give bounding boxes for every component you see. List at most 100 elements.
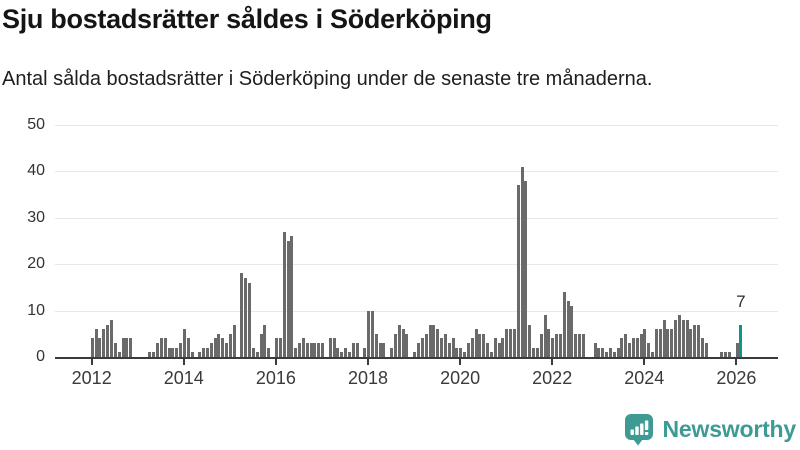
bar: [397, 324, 401, 357]
x-axis-tick: [274, 359, 277, 365]
bar: [205, 347, 209, 357]
bar: [298, 343, 302, 357]
bar: [413, 352, 417, 357]
bar: [447, 343, 451, 357]
bar: [704, 343, 708, 357]
bar: [700, 338, 704, 357]
bar: [186, 338, 190, 357]
bar: [374, 333, 378, 357]
bar: [198, 352, 202, 357]
x-axis-line: [55, 357, 778, 359]
bar: [674, 319, 678, 357]
bar: [251, 347, 255, 357]
bar: [98, 338, 102, 357]
bar: [232, 324, 236, 357]
bar: [278, 338, 282, 357]
bar: [378, 343, 382, 357]
bar: [202, 347, 206, 357]
highlight-value-label: 7: [736, 292, 746, 311]
bar: [601, 347, 605, 357]
bar: [535, 347, 539, 357]
bar: [347, 352, 351, 357]
bar: [436, 329, 440, 357]
bar: [497, 343, 501, 357]
bar: [340, 352, 344, 357]
bar: [443, 333, 447, 357]
bar: [275, 338, 278, 357]
bar: [631, 338, 635, 357]
bar: [125, 338, 129, 357]
bar: [693, 324, 697, 357]
y-axis-label: 20: [27, 255, 45, 273]
bar: [106, 324, 110, 357]
bar: [597, 347, 601, 357]
x-axis-tick: [643, 359, 646, 365]
x-axis-label: 2024: [624, 368, 665, 388]
bar: [332, 338, 336, 357]
bar: [570, 305, 574, 357]
highlight-bar: [739, 324, 743, 357]
bar: [505, 329, 509, 357]
bar: [639, 333, 643, 357]
bar: [455, 347, 459, 357]
x-axis-label: 2022: [532, 368, 573, 388]
bar: [593, 343, 597, 357]
bar: [167, 347, 171, 357]
bar: [263, 324, 267, 357]
bar: [290, 236, 294, 357]
bar: [175, 347, 179, 357]
bar: [217, 333, 221, 357]
bar: [474, 329, 478, 357]
bar: [685, 319, 689, 357]
bar: [102, 329, 106, 357]
bar: [148, 352, 152, 357]
bar: [401, 329, 405, 357]
x-axis-tick: [90, 359, 93, 365]
bar: [129, 338, 133, 357]
bar: [666, 329, 670, 357]
y-axis-label: 10: [27, 301, 45, 319]
y-axis-label: 40: [27, 162, 45, 180]
bar: [351, 343, 355, 357]
bar: [248, 282, 252, 357]
bar: [608, 347, 612, 357]
bar: [255, 352, 259, 357]
bar: [182, 329, 186, 357]
y-axis-label: 50: [27, 116, 45, 133]
bar: [367, 310, 371, 357]
bar: [221, 338, 225, 357]
bar: [720, 352, 724, 357]
gridline: [55, 310, 778, 312]
bar: [328, 338, 332, 357]
bar: [405, 333, 409, 357]
bar: [459, 347, 463, 357]
bar: [697, 324, 701, 357]
bar: [558, 333, 562, 357]
bar: [363, 347, 367, 357]
bar: [305, 343, 309, 357]
bar: [662, 319, 666, 357]
bar: [213, 338, 217, 357]
bar: [620, 338, 624, 357]
x-axis-label: 2020: [440, 368, 481, 388]
bar: [393, 333, 397, 357]
bar: [486, 343, 490, 357]
bar: [605, 352, 609, 357]
bar: [301, 338, 305, 357]
plot-area: 0 10 20 30 40 50 2012 2014 2016 2018 2020 2022 2024 2…: [27, 116, 778, 388]
bar: [336, 347, 340, 357]
bar: [616, 347, 620, 357]
bar: [90, 338, 94, 357]
bar: [259, 333, 263, 357]
bar: [528, 324, 532, 357]
bar: [209, 343, 213, 357]
bar: [344, 347, 348, 357]
bar: [117, 352, 121, 357]
bar: [309, 343, 313, 357]
bar: [735, 343, 739, 357]
chart-subtitle: Antal sålda bostadsrätter i Söderköping …: [2, 68, 653, 90]
newsworthy-logo[interactable]: Newsworthy: [622, 412, 796, 446]
bar: [628, 343, 632, 357]
bar: [516, 185, 520, 357]
